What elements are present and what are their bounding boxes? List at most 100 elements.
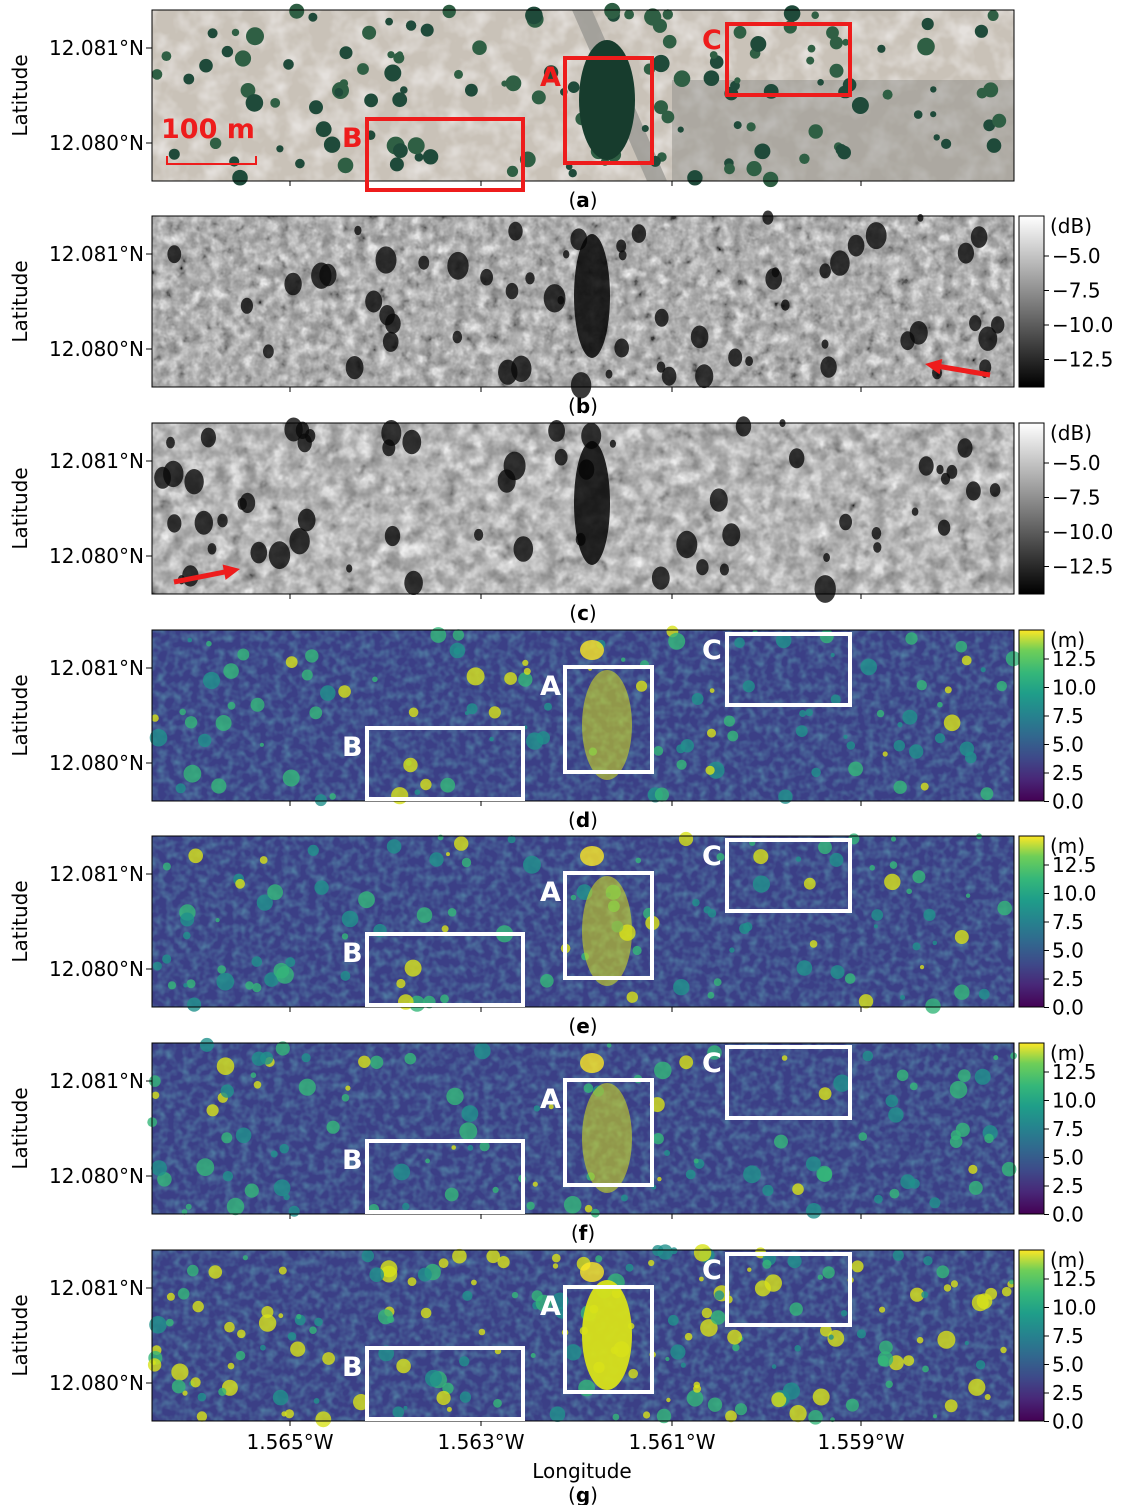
region-label-c: C	[702, 25, 722, 56]
tree-height-blob	[803, 877, 816, 890]
tree-canopy	[733, 25, 747, 39]
shadow-blob	[217, 513, 228, 528]
tree-height-blob	[916, 1336, 924, 1344]
tree-height-blob	[187, 997, 202, 1012]
tree-height-blob	[492, 1186, 499, 1193]
tree-canopy	[624, 9, 634, 20]
shadow-blob	[384, 525, 401, 547]
colorbar-tick-label: −10.0	[1052, 520, 1113, 544]
pointer-arrow-head	[222, 564, 240, 580]
shadow-blob	[194, 510, 213, 535]
tree-height-blob	[290, 1341, 306, 1357]
panel-caption: (d)	[568, 808, 598, 832]
tree-height-blob	[796, 960, 813, 976]
tree-height-blob	[906, 888, 912, 895]
tree-height-blob	[664, 1150, 671, 1156]
tree-height-blob	[420, 778, 432, 791]
tree-canopy	[229, 156, 240, 167]
tree-height-blob	[954, 930, 969, 944]
pointer-arrow	[936, 363, 991, 378]
y-axis-label: Latitude	[8, 880, 32, 962]
tree-height-blob	[830, 652, 835, 658]
shadow-blob	[839, 513, 852, 531]
tree-canopy	[974, 24, 989, 38]
tree-height-blob	[933, 1414, 937, 1419]
tree-height-blob	[707, 1045, 722, 1060]
region-box-a	[563, 665, 654, 774]
y-tick-label: 12.081°N	[49, 449, 144, 473]
shadow-blob	[789, 448, 805, 469]
region-label-a: A	[540, 62, 561, 93]
tree-height-blob	[245, 981, 254, 990]
shadow-blob	[379, 305, 395, 326]
tree-canopy	[422, 149, 439, 165]
shadow-blob	[609, 439, 617, 448]
tree-height-blob	[980, 787, 994, 801]
shadow-blob	[676, 530, 698, 559]
tree-height-blob	[358, 1055, 371, 1069]
tree-height-blob	[478, 1328, 486, 1336]
tree-height-blob	[944, 686, 952, 694]
tree-height-blob	[653, 746, 664, 756]
tree-height-blob	[278, 1313, 284, 1319]
tree-height-blob	[595, 1255, 603, 1263]
shadow-blob	[200, 427, 216, 448]
shadow-blob	[819, 263, 831, 279]
tree-height-blob	[358, 891, 375, 909]
shadow-blob	[557, 295, 565, 305]
tree-height-blob	[322, 1352, 335, 1365]
tree-height-blob	[905, 632, 918, 645]
tree-height-blob	[912, 942, 921, 951]
tree-height-blob	[313, 1398, 320, 1404]
tree-height-blob	[727, 730, 739, 742]
colorbar-tick-label: 0.0	[1052, 790, 1084, 814]
region-label-a: A	[540, 1291, 561, 1322]
tree-height-blob	[276, 966, 294, 984]
tree-height-blob	[739, 923, 750, 934]
region-box-c	[725, 838, 852, 913]
shadow-blob	[616, 239, 627, 253]
tree-canopy	[734, 77, 741, 84]
tree-height-blob	[224, 1321, 235, 1333]
tree-height-blob	[540, 974, 554, 988]
shadow-blob	[728, 348, 743, 367]
tree-height-blob	[949, 1080, 968, 1099]
tree-canopy	[506, 165, 519, 177]
region-box-a	[563, 56, 654, 165]
y-axis-label: Latitude	[8, 54, 32, 136]
tree-height-blob	[635, 857, 642, 864]
y-tick-label: 12.080°N	[49, 544, 144, 568]
tree-height-blob	[968, 1378, 986, 1396]
forest-shadow	[574, 234, 610, 358]
tree-height-peak	[580, 640, 604, 660]
region-box-b	[365, 117, 525, 192]
colorbar-tick-label: 2.5	[1052, 1174, 1084, 1198]
tree-height-blob	[182, 1390, 188, 1396]
tree-height-blob	[714, 1290, 725, 1301]
tree-canopy	[917, 37, 935, 56]
tree-height-blob	[549, 1406, 566, 1422]
shadow-blob	[618, 250, 627, 261]
shadow-blob	[735, 416, 752, 437]
panel-f: A B C Latitude 12.081°N 12.080°N (f) (m)12.5 10.…	[8, 1037, 1097, 1245]
tree-height-blob	[314, 794, 327, 807]
pointer-arrow	[173, 568, 229, 585]
tree-height-blob	[429, 852, 444, 867]
tree-height-blob	[165, 1318, 174, 1327]
tree-height-blob	[446, 1087, 464, 1106]
shadow-blob	[690, 325, 709, 349]
tree-height-blob	[523, 855, 541, 874]
tree-height-blob	[533, 1105, 541, 1112]
tree-height-blob	[984, 1133, 994, 1144]
colorbar-tick-label: −12.5	[1052, 348, 1113, 372]
tree-height-blob	[407, 1277, 417, 1286]
tree-height-blob	[787, 1254, 802, 1269]
tree-canopy	[567, 81, 580, 93]
y-tick-label: 12.080°N	[49, 1164, 144, 1188]
tree-height-blob	[795, 725, 808, 737]
tree-height-blob	[493, 1398, 502, 1408]
tree-height-blob	[873, 924, 878, 929]
panel-caption: (e)	[568, 1014, 597, 1038]
tree-height-blob	[961, 655, 972, 666]
tree-canopy	[392, 92, 408, 108]
